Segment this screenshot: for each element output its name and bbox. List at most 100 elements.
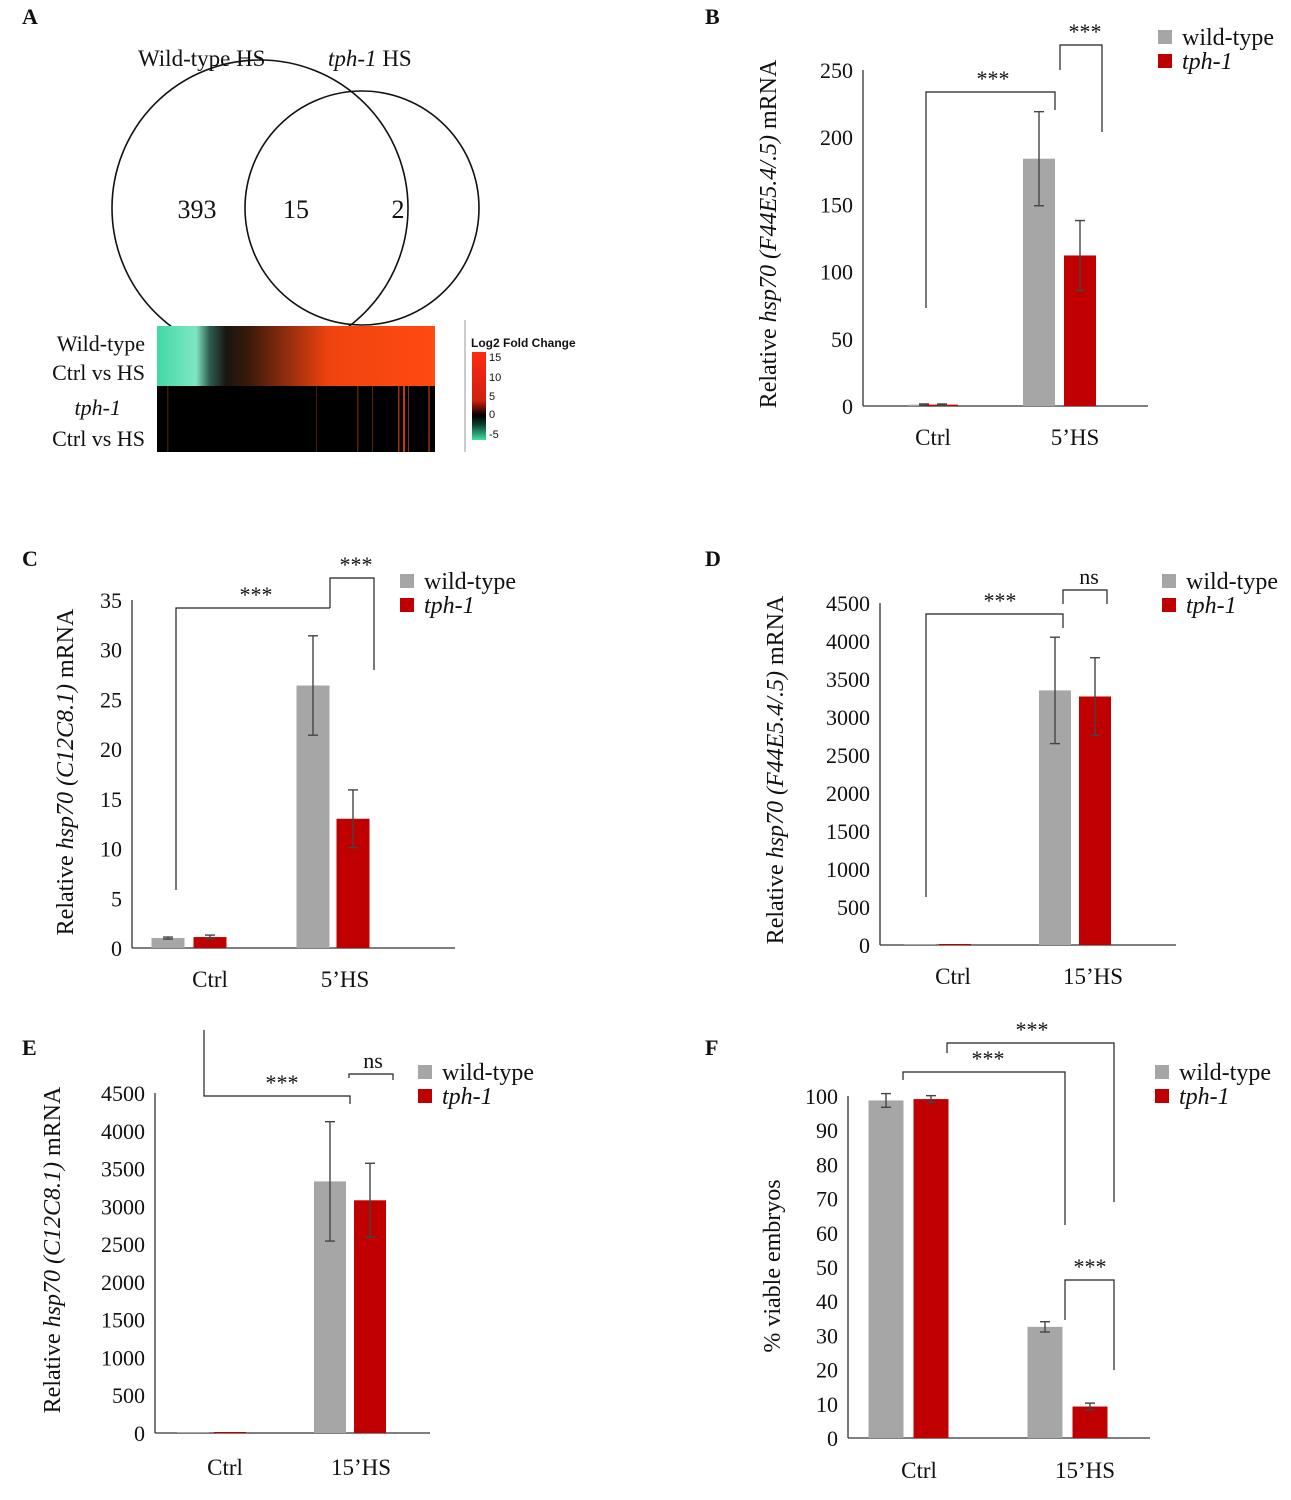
heatmap-legend-tick-10: 10 [489, 372, 501, 384]
y-tick-label: 40 [816, 1289, 838, 1314]
heatmap-stripe [398, 386, 400, 452]
legend-label-wildtype: wild-type [442, 1060, 534, 1086]
bar-tph1-1 [354, 1200, 386, 1433]
y-tick-label: 0 [859, 933, 870, 958]
y-tick-label: 3500 [826, 667, 870, 692]
panel-letter-e: E [22, 1035, 37, 1060]
significance-bracket [1064, 1279, 1115, 1370]
heatmap-stripe [167, 386, 169, 452]
panel-letter-f: F [705, 1035, 718, 1060]
x-category-label: 15’HS [1063, 964, 1123, 989]
y-tick-label: 3000 [101, 1194, 145, 1219]
bar-wildtype-0 [904, 944, 936, 945]
y-tick-label: 5 [111, 886, 122, 911]
y-tick-label: 1500 [826, 819, 870, 844]
y-tick-label: 30 [816, 1323, 838, 1348]
bar-wildtype-0 [151, 938, 185, 948]
chart-panel-f: F 0 10 20 30 40 50 60 70 80 90 100 % viable embryos C… [705, 1017, 1271, 1483]
legend-swatch-tph1 [1155, 1089, 1169, 1103]
y-tick-label: 25 [100, 687, 122, 712]
significance-bracket [946, 1042, 1115, 1202]
significance-label: *** [984, 588, 1017, 613]
y-tick-label: 100 [820, 260, 853, 285]
legend-swatch-tph1 [400, 598, 414, 612]
y-tick-label: 60 [816, 1221, 838, 1246]
significance-label: *** [977, 66, 1010, 91]
significance-bracket [902, 1071, 1066, 1225]
significance-bracket [175, 607, 330, 890]
x-category-label: 15’HS [331, 1455, 391, 1480]
y-tick-label: 35 [100, 588, 122, 613]
venn-circle-tph1 [244, 90, 480, 326]
y-tick-label: 100 [805, 1084, 838, 1109]
heatmap-stripe [408, 386, 409, 452]
y-tick-label: 80 [816, 1152, 838, 1177]
significance-label: *** [340, 552, 373, 577]
heatmap-row-wildtype [157, 326, 435, 386]
heatmap-stripe [428, 386, 430, 452]
panel-a: A Wild-type HS tph-1 HS 393 15 2 Wild-ty… [22, 4, 576, 452]
x-category-label: 15’HS [1055, 1458, 1115, 1483]
heatmap-row-tph1 [157, 386, 435, 452]
x-category-label: Ctrl [207, 1455, 243, 1480]
y-axis-label: Relative hsp70 (C12C8.1) mRNA [53, 608, 79, 935]
bar-wildtype-1 [1027, 1326, 1063, 1438]
significance-bracket [329, 577, 375, 670]
legend-label-wildtype: wild-type [1186, 569, 1278, 595]
legend-label-wildtype: wild-type [1179, 1060, 1271, 1086]
chart-panel-c: C 0 5 10 15 20 25 30 35 Relative hsp70 (C12C8.1) … [22, 546, 516, 992]
legend-label-wildtype: wild-type [424, 569, 516, 595]
legend-label-tph1: tph-1 [1182, 49, 1233, 75]
y-tick-label: 10 [816, 1392, 838, 1417]
y-tick-label: 70 [816, 1187, 838, 1212]
bar-wildtype-0 [177, 1432, 209, 1433]
y-tick-label: 2000 [101, 1270, 145, 1295]
y-axis-label: Relative hsp70 (C12C8.1) mRNA [40, 1086, 66, 1413]
x-category-label: 5’HS [1051, 425, 1100, 450]
bar-tph1-1 [1079, 696, 1111, 945]
legend-label-tph1: tph-1 [1179, 1084, 1230, 1110]
y-tick-label: 20 [816, 1358, 838, 1383]
bar-tph1-0 [214, 1432, 246, 1433]
y-tick-label: 3500 [101, 1157, 145, 1182]
y-tick-label: 50 [831, 327, 853, 352]
heatmap-stripe [372, 386, 373, 452]
y-tick-label: 0 [842, 394, 853, 419]
panel-letter-d: D [705, 546, 721, 571]
heatmap-stripe [316, 386, 317, 452]
significance-bracket [348, 1073, 394, 1080]
y-tick-label: 15 [100, 787, 122, 812]
venn-left-title: Wild-type HS [138, 46, 265, 71]
legend-swatch-tph1 [418, 1089, 432, 1103]
y-axis-label: % viable embryos [760, 1179, 786, 1352]
y-tick-label: 2000 [826, 781, 870, 806]
heatmap-stripe [403, 386, 405, 452]
x-category-label: Ctrl [915, 425, 951, 450]
bar-tph1-0 [193, 937, 227, 948]
y-tick-label: 2500 [101, 1232, 145, 1257]
significance-label: *** [1069, 19, 1102, 44]
legend-label-tph1: tph-1 [1186, 593, 1237, 619]
y-axis-label: Relative hsp70 (F44E5.4/.5) mRNA [756, 59, 782, 408]
y-tick-label: 250 [820, 58, 853, 83]
chart-panel-d: D 0 500 1000 1500 2000 2500 3000 3500 4000 4500 Rel… [705, 546, 1278, 989]
heatmap-legend-tick-5: 5 [489, 391, 495, 403]
chart-panel-e: E 0 500 1000 1500 2000 2500 3000 3500 4000 4500 Rel… [22, 1030, 534, 1480]
legend-swatch-wildtype [400, 574, 414, 588]
y-tick-label: 50 [816, 1255, 838, 1280]
y-tick-label: 500 [112, 1383, 145, 1408]
legend-label-tph1: tph-1 [442, 1084, 493, 1110]
heatmap-row-tph1-stripes [167, 386, 430, 452]
heatmap-legend-colorbar [472, 352, 486, 440]
heatmap-legend-tick-0: 0 [489, 409, 495, 421]
heatmap-row2-label-1: tph-1 [75, 395, 121, 420]
significance-label: *** [972, 1046, 1005, 1071]
y-tick-label: 4000 [101, 1119, 145, 1144]
significance-label: *** [240, 582, 273, 607]
y-tick-label: 200 [820, 125, 853, 150]
heatmap-legend-tick-15: 15 [489, 352, 501, 364]
venn-circle-wildtype [111, 59, 409, 357]
y-tick-label: 500 [837, 895, 870, 920]
